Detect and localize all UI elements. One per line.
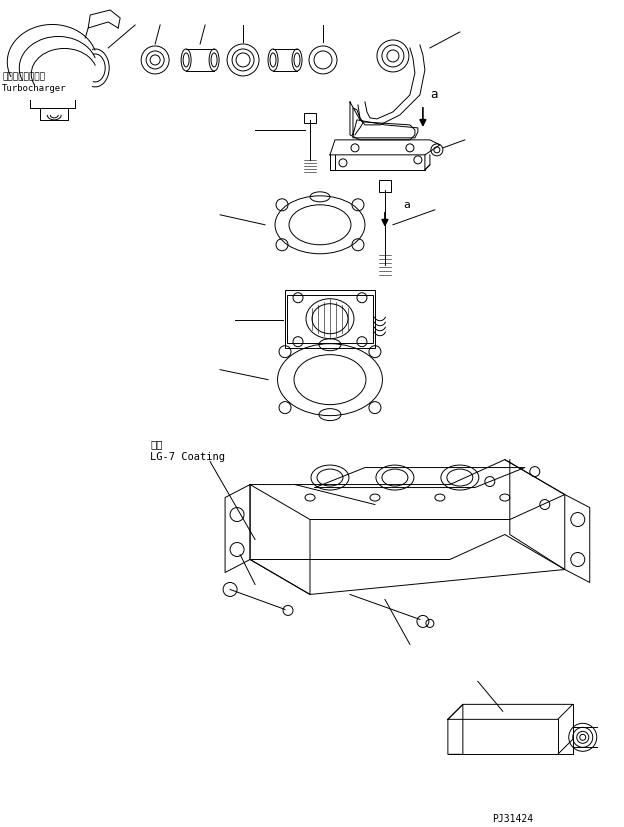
Text: PJ31424: PJ31424	[492, 815, 533, 825]
Text: a: a	[403, 200, 410, 210]
Text: Turbocharger: Turbocharger	[2, 84, 67, 93]
Bar	[379, 179, 391, 192]
Text: ターボチャージャ: ターボチャージャ	[2, 72, 46, 81]
Bar	[287, 294, 373, 342]
Bar	[304, 113, 316, 123]
Text: a: a	[430, 88, 437, 101]
Text: 履布: 履布	[150, 440, 163, 450]
Text: LG-7 Coating: LG-7 Coating	[150, 452, 225, 461]
Bar	[285, 289, 375, 347]
